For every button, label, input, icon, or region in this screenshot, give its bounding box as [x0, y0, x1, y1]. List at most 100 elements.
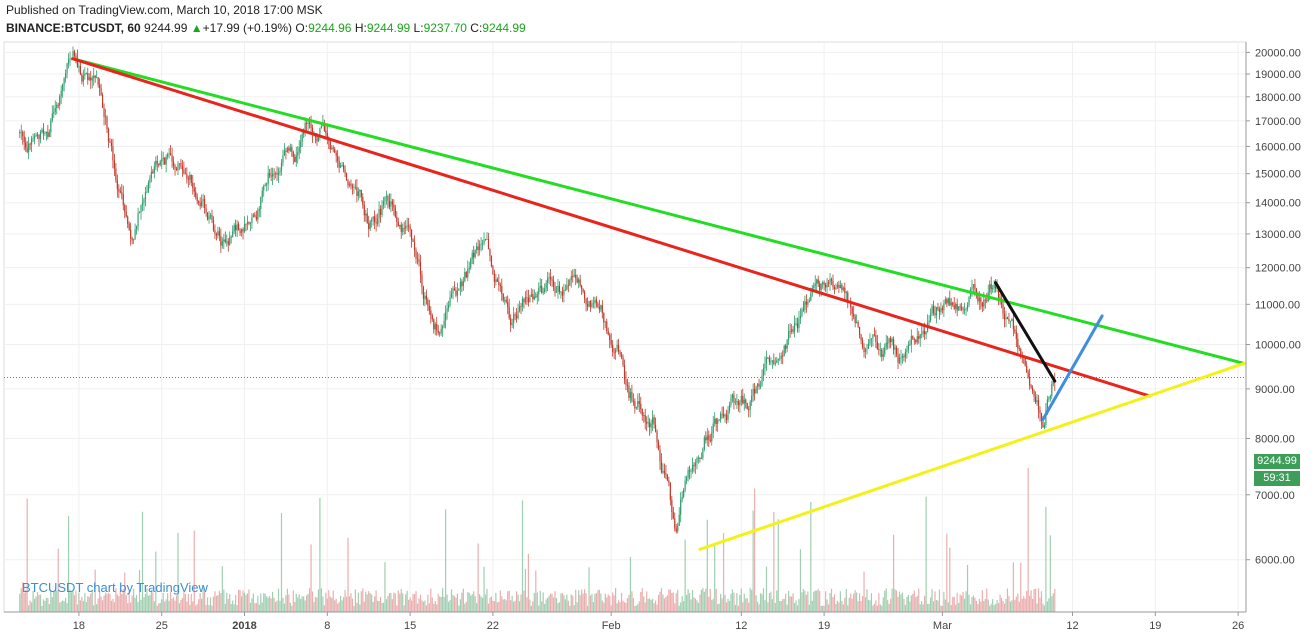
- candle-body: [135, 226, 138, 230]
- volume-bar: [218, 590, 220, 612]
- volume-bar: [762, 588, 765, 612]
- candle-body: [668, 480, 670, 483]
- volume-bar: [838, 602, 840, 612]
- volume-bar: [702, 588, 704, 612]
- volume-bar: [575, 589, 577, 612]
- volume-bar: [915, 596, 917, 612]
- candle-body: [180, 163, 182, 167]
- candle-body: [705, 437, 707, 441]
- candle-body: [805, 301, 807, 305]
- volume-bar: [1048, 598, 1050, 612]
- candle-body: [827, 282, 830, 284]
- volume-bar: [601, 600, 603, 612]
- candle-body: [918, 336, 920, 339]
- candle-body: [541, 285, 543, 293]
- candle-body: [125, 211, 127, 217]
- volume-bar: [317, 589, 320, 612]
- candle-body: [57, 104, 59, 106]
- volume-bar: [59, 602, 61, 612]
- candle-body: [764, 363, 766, 369]
- candle-body: [717, 420, 719, 424]
- volume-bar: [65, 597, 67, 612]
- candle-body: [357, 191, 359, 197]
- volume-bar: [224, 603, 226, 612]
- candle-body: [974, 284, 976, 290]
- candle-body: [616, 344, 618, 350]
- candle-body: [594, 299, 596, 303]
- volume-bar: [93, 605, 95, 612]
- volume-bar: [699, 594, 701, 612]
- volume-bar: [906, 596, 908, 612]
- volume-bar: [479, 594, 481, 612]
- volume-bar: [536, 592, 538, 612]
- volume-bar: [924, 595, 926, 612]
- candle-body: [895, 347, 898, 355]
- volume-bar: [232, 600, 234, 612]
- candle-body: [144, 191, 147, 200]
- volume-bar: [427, 594, 429, 612]
- candle-body: [696, 458, 698, 463]
- candle-body: [62, 84, 64, 91]
- volume-bar: [357, 592, 359, 612]
- candle-body: [980, 297, 982, 303]
- volume-bar: [422, 601, 425, 612]
- candle-body: [598, 306, 600, 310]
- candle-body: [470, 259, 472, 268]
- volume-bar: [96, 604, 98, 612]
- volume-bar: [468, 592, 470, 612]
- candle-body: [348, 183, 351, 186]
- volume-bar: [567, 600, 569, 612]
- trendlines[interactable]: [71, 57, 1246, 551]
- volume-bar: [476, 603, 478, 612]
- candle-body: [1049, 395, 1051, 399]
- volume-bar: [446, 594, 448, 612]
- volume-bar: [879, 604, 881, 612]
- volume-bar: [1042, 603, 1044, 612]
- candle-body: [424, 295, 426, 299]
- candle-body: [350, 183, 352, 186]
- red-trendline: [71, 57, 1151, 398]
- candle-body: [802, 309, 805, 311]
- volume-bar: [678, 605, 680, 612]
- candle-body: [662, 470, 664, 473]
- candle-body: [751, 395, 753, 403]
- candle-body: [555, 291, 558, 293]
- volume-bar: [876, 605, 878, 612]
- volume-bar: [458, 605, 460, 612]
- candle-body: [650, 423, 652, 428]
- symbol-label[interactable]: BINANCE:BTCUSDT, 60: [6, 21, 141, 35]
- candle-body: [604, 321, 606, 323]
- candle-body: [384, 196, 386, 202]
- volume-bar: [171, 598, 173, 612]
- volume-bar: [215, 595, 218, 612]
- volume-bar: [764, 600, 766, 612]
- candle-body: [306, 123, 308, 124]
- tradingview-watermark[interactable]: BTCUSDT chart by TradingView: [22, 580, 208, 595]
- candle-body: [25, 142, 27, 148]
- candle-body: [45, 131, 47, 134]
- time-axis[interactable]: 18 25 2018 8 15 22 Feb 12 19 Mar 12 19 26: [4, 611, 1246, 632]
- candle-body: [547, 277, 549, 283]
- volume-bar: [168, 600, 170, 612]
- volume-bar: [761, 594, 763, 612]
- price-axis[interactable]: 6000.00 7000.00 8000.00 9000.00 10000.00 1100…: [1245, 42, 1301, 612]
- volume-bar: [217, 595, 219, 612]
- volume-bar: [811, 600, 813, 612]
- volume-bar: [798, 599, 800, 612]
- volume-bar: [619, 602, 621, 612]
- volume-bar: [33, 598, 36, 612]
- volume-bar: [904, 604, 907, 612]
- x-tick-label: 8: [324, 620, 330, 632]
- volume-bar: [44, 600, 46, 612]
- volume-bar: [894, 589, 896, 612]
- volume-bar: [406, 590, 408, 612]
- volume-bar: [60, 601, 62, 612]
- volume-bar: [943, 591, 945, 612]
- candle-body: [890, 338, 892, 343]
- candle-body: [99, 84, 101, 88]
- volume-bar: [600, 593, 602, 612]
- volume-bar: [683, 600, 685, 612]
- last-price-tag: 9244.99: [1254, 454, 1300, 469]
- volume-bar: [728, 600, 731, 612]
